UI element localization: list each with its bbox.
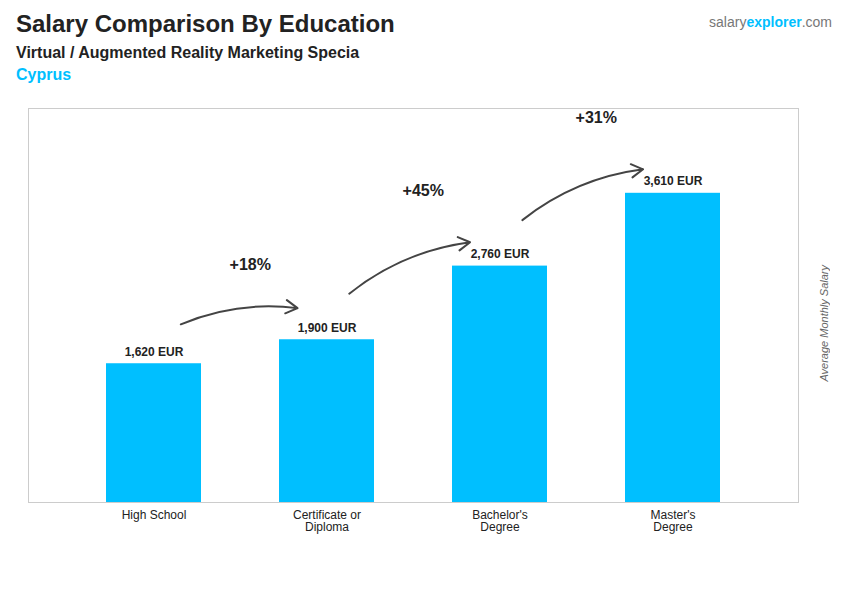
svg-text:1,900 EUR: 1,900 EUR [298, 321, 357, 335]
svg-text:2,760 EUR: 2,760 EUR [471, 247, 530, 261]
html-text:Virtual / Augmented Reality Ma: Virtual / Augmented Reality Marketing Sp… [16, 44, 360, 61]
svg-text:Bachelor'sDegree: Bachelor'sDegree [472, 508, 528, 534]
svg-text:+31%: +31% [576, 109, 617, 126]
svg-text:High School: High School [122, 508, 187, 522]
html-text:Average Monthly Salary: Average Monthly Salary [818, 264, 830, 382]
svg-text:3,610 EUR: 3,610 EUR [644, 174, 703, 188]
html-text:Salary Comparison By Education: Salary Comparison By Education [16, 10, 395, 37]
svg-text:Certificate orDiploma: Certificate orDiploma [293, 508, 361, 534]
svg-text:1,620 EUR: 1,620 EUR [125, 345, 184, 359]
html-text:Cyprus: Cyprus [16, 66, 72, 83]
svg-text:Master'sDegree: Master'sDegree [651, 508, 696, 534]
svg-text:+45%: +45% [403, 182, 444, 199]
svg-text:+18%: +18% [230, 256, 271, 273]
html-text:salary explorer.com: salary explorer.com [709, 14, 832, 30]
